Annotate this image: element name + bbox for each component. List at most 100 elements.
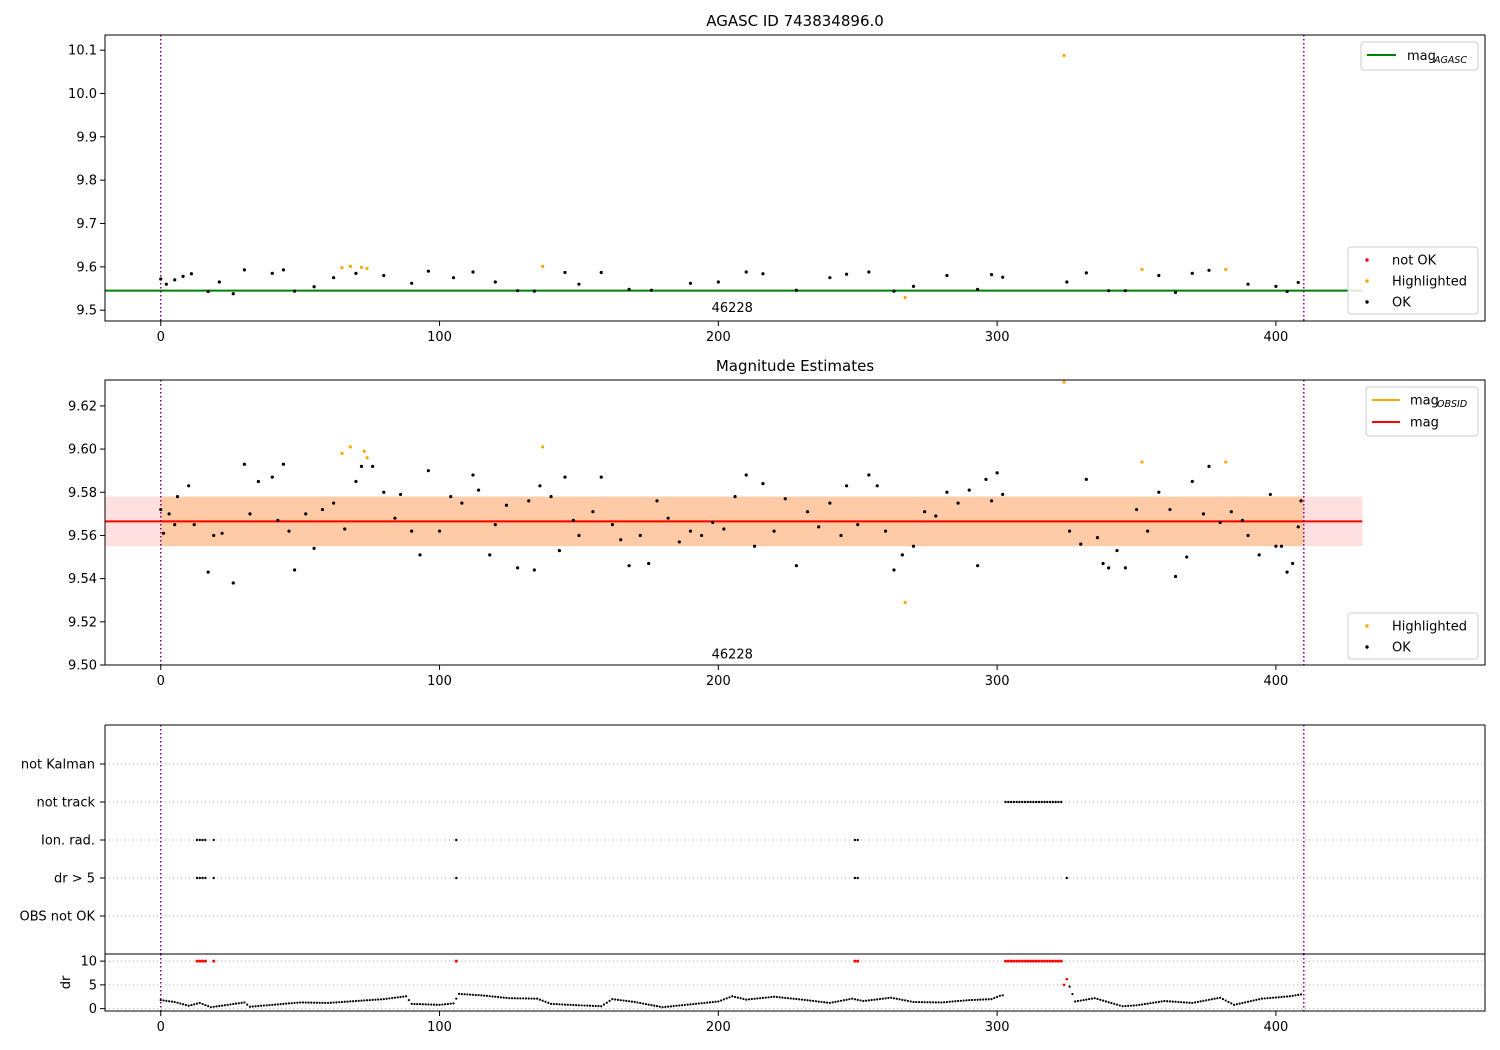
flag-point bbox=[1060, 800, 1063, 804]
dr-point bbox=[276, 1003, 279, 1006]
dr-point bbox=[920, 1001, 923, 1004]
dr-point bbox=[694, 1002, 698, 1005]
ok-point bbox=[989, 499, 994, 503]
ok-point bbox=[794, 288, 798, 292]
ok-point bbox=[1285, 570, 1289, 574]
dr-point bbox=[209, 1006, 213, 1009]
legend-box bbox=[1347, 246, 1479, 315]
ok-point bbox=[1291, 561, 1295, 566]
flag-point bbox=[1034, 800, 1038, 804]
ok-point bbox=[744, 473, 748, 477]
dr-point bbox=[301, 1001, 305, 1004]
y-tick-label: 10 bbox=[80, 955, 97, 970]
ok-point bbox=[563, 270, 567, 275]
ok-point bbox=[371, 464, 375, 468]
ok-point bbox=[181, 274, 185, 278]
ok-point bbox=[923, 510, 927, 514]
flag-point bbox=[455, 876, 458, 880]
dr-point bbox=[998, 994, 1002, 997]
dr-point bbox=[1166, 1000, 1169, 1003]
dr-point bbox=[1110, 1001, 1113, 1005]
dr-point bbox=[418, 1003, 422, 1006]
dr-point bbox=[1252, 999, 1255, 1002]
dr-point bbox=[672, 1004, 675, 1008]
dr-point bbox=[271, 1003, 274, 1006]
dr-point bbox=[1258, 998, 1261, 1001]
dr-point bbox=[549, 1002, 553, 1005]
dr-point bbox=[884, 997, 887, 1000]
dr-clipped-point bbox=[1006, 959, 1010, 963]
x-tick-label: 200 bbox=[706, 330, 731, 345]
dr-point bbox=[1088, 998, 1091, 1001]
ok-point bbox=[320, 507, 325, 512]
dr-point bbox=[778, 996, 781, 999]
highlighted-point bbox=[365, 266, 369, 271]
dr-point bbox=[193, 1003, 196, 1006]
dr-clipped-point bbox=[1009, 959, 1013, 963]
dr-point bbox=[304, 1001, 307, 1004]
dr-point bbox=[1269, 996, 1272, 1000]
ok-point bbox=[700, 533, 704, 538]
dr-point bbox=[956, 999, 960, 1003]
y-tick-label: 9.62 bbox=[68, 399, 97, 414]
dr-point bbox=[502, 996, 505, 999]
dr-point bbox=[527, 997, 530, 1000]
ok-point bbox=[1279, 544, 1284, 548]
dr-point bbox=[842, 999, 845, 1002]
dr-point bbox=[798, 998, 801, 1001]
dr-point bbox=[1085, 998, 1088, 1001]
dr-point bbox=[477, 994, 480, 997]
dr-point bbox=[878, 997, 882, 1001]
dr-point bbox=[195, 1002, 199, 1005]
dr-point bbox=[510, 997, 514, 1000]
dr-point bbox=[993, 996, 996, 1000]
flag-point bbox=[1048, 800, 1052, 804]
dr-point bbox=[1146, 1002, 1149, 1005]
flag-point bbox=[195, 838, 199, 842]
ok-point bbox=[242, 268, 246, 272]
dr-point bbox=[655, 1005, 659, 1008]
dr-point bbox=[491, 995, 494, 998]
dr-point bbox=[786, 997, 790, 1000]
flag-point bbox=[856, 838, 859, 842]
dr-point bbox=[438, 1003, 441, 1006]
dr-clipped-point bbox=[1012, 959, 1016, 963]
dr-point bbox=[569, 1003, 572, 1006]
ok-point bbox=[493, 523, 497, 527]
flag-point bbox=[853, 876, 857, 880]
flag-point bbox=[1012, 800, 1016, 804]
dr-point bbox=[508, 997, 511, 1000]
ok-point bbox=[1157, 490, 1161, 494]
ok-point bbox=[1107, 289, 1111, 293]
dr-point bbox=[1213, 997, 1216, 1000]
dr-point bbox=[1121, 1005, 1124, 1008]
dr-point bbox=[800, 998, 804, 1001]
dr-point bbox=[697, 1002, 700, 1005]
dr-point bbox=[1280, 995, 1283, 999]
ok-point bbox=[828, 276, 832, 280]
dr-point bbox=[591, 1004, 594, 1007]
dr-point bbox=[181, 1003, 185, 1006]
dr-point bbox=[273, 1003, 277, 1006]
dr-point bbox=[391, 996, 394, 1000]
dr-point bbox=[198, 1001, 201, 1005]
dr-point bbox=[159, 998, 162, 1002]
legend-marker bbox=[1365, 279, 1369, 283]
dr-clipped-point bbox=[203, 959, 207, 963]
dr-point bbox=[706, 1001, 709, 1004]
ok-point bbox=[1146, 529, 1150, 533]
ok-point bbox=[911, 544, 916, 548]
dr-point bbox=[1129, 1004, 1133, 1007]
ok-point bbox=[1207, 268, 1211, 272]
flag-point bbox=[1032, 800, 1035, 804]
ok-point bbox=[1095, 536, 1100, 540]
flag-point bbox=[198, 838, 201, 842]
ok-point bbox=[312, 285, 316, 289]
dr-point bbox=[179, 1002, 182, 1005]
dr-point bbox=[1074, 1000, 1077, 1003]
dr-point bbox=[324, 1001, 327, 1004]
ok-point bbox=[312, 546, 316, 551]
ok-point bbox=[1285, 289, 1289, 294]
dr-point bbox=[931, 1001, 935, 1004]
ok-point bbox=[688, 281, 693, 285]
